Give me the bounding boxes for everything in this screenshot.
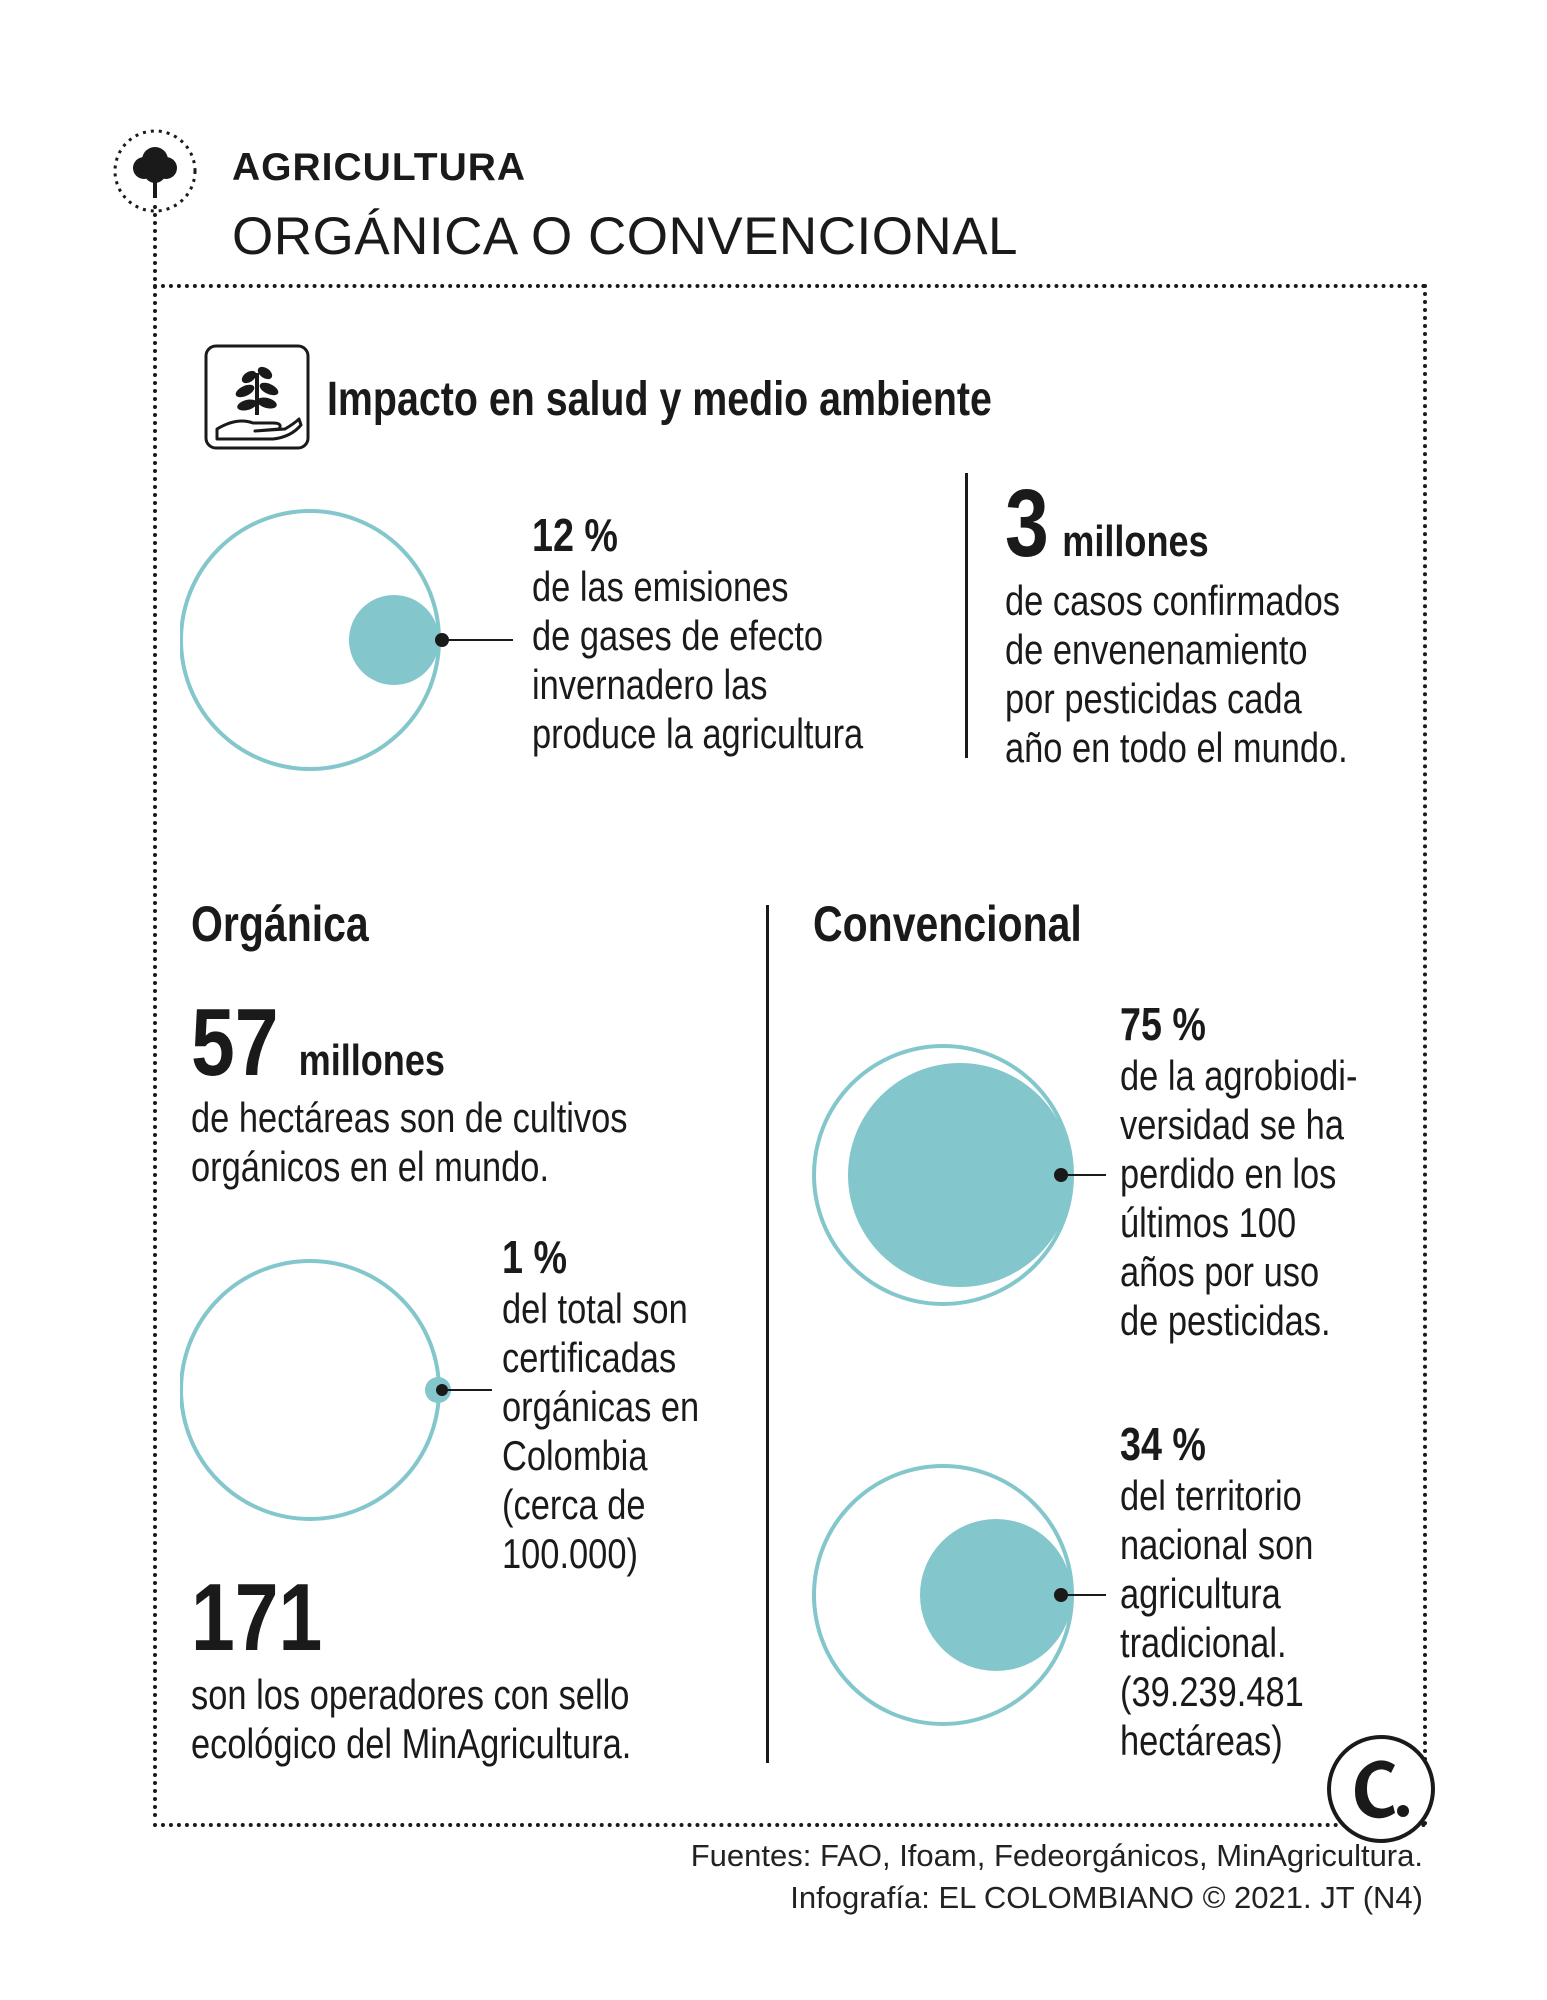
certified-stat: 1 % del total son certificadas orgánicas… bbox=[502, 1230, 699, 1578]
emissions-proportion-graphic bbox=[180, 509, 513, 771]
tree-icon bbox=[113, 129, 197, 213]
biodiversity-proportion-fill bbox=[848, 1063, 1072, 1287]
territory-text-line: agricultura bbox=[1120, 1570, 1281, 1617]
sources-line: Fuentes: FAO, Ifoam, Fedeorgánicos, MinA… bbox=[690, 1838, 1423, 1873]
biodiversity-text-line: años por uso bbox=[1120, 1248, 1320, 1295]
emissions-text-line: de las emisiones bbox=[532, 563, 789, 610]
certified-text-line: 100.000) bbox=[502, 1530, 638, 1577]
certified-text-line: (cerca de bbox=[502, 1481, 646, 1528]
poisoning-number: 3 bbox=[1005, 470, 1049, 577]
organica-section-title: Orgánica bbox=[191, 896, 369, 952]
territory-text-line: del territorio bbox=[1120, 1472, 1302, 1519]
operators-number: 171 bbox=[191, 1564, 323, 1671]
hectares-text-line: orgánicos en el mundo. bbox=[191, 1143, 550, 1190]
territory-value: 34 % bbox=[1120, 1418, 1206, 1470]
convencional-section-title: Convencional bbox=[813, 896, 1082, 952]
territory-stat: 34 % del territorio nacional son agricul… bbox=[1120, 1417, 1313, 1765]
impact-divider bbox=[965, 473, 968, 758]
poisoning-unit: millones bbox=[1062, 517, 1209, 566]
emissions-proportion-fill bbox=[349, 595, 439, 685]
territory-proportion-graphic bbox=[812, 1464, 1106, 1726]
certified-text-line: del total son bbox=[502, 1285, 688, 1332]
el-colombiano-logo bbox=[1327, 1735, 1435, 1843]
territory-proportion-fill bbox=[920, 1519, 1072, 1671]
certified-text-line: Colombia bbox=[502, 1432, 648, 1479]
emissions-text-line: de gases de efecto bbox=[532, 612, 824, 659]
emissions-stat: 12 % de las emisiones de gases de efecto… bbox=[532, 508, 863, 758]
section-kicker: AGRICULTURA bbox=[232, 146, 527, 189]
biodiversity-text-line: versidad se ha bbox=[1120, 1101, 1345, 1148]
biodiversity-text-line: de pesticidas. bbox=[1120, 1297, 1331, 1344]
poisoning-stat: 3 millones de casos confirmados de enven… bbox=[1005, 476, 1348, 772]
poisoning-text-line: año en todo el mundo. bbox=[1005, 724, 1348, 771]
hectares-text-line: de hectáreas son de cultivos bbox=[191, 1094, 628, 1141]
territory-text-line: (39.239.481 bbox=[1120, 1668, 1304, 1715]
territory-text-line: tradicional. bbox=[1120, 1619, 1287, 1666]
poisoning-text-line: por pesticidas cada bbox=[1005, 675, 1302, 722]
credit-line: Infografía: EL COLOMBIANO © 2021. JT (N4… bbox=[790, 1880, 1423, 1915]
organica-hectares-stat: 57 millones de hectáreas son de cultivos… bbox=[191, 995, 628, 1191]
hectares-unit: millones bbox=[298, 1036, 445, 1085]
columns-divider bbox=[766, 905, 769, 1763]
biodiversity-value: 75 % bbox=[1120, 998, 1206, 1050]
impact-section-title: Impacto en salud y medio ambiente bbox=[327, 373, 992, 426]
operators-text-line: ecológico del MinAgricultura. bbox=[191, 1720, 632, 1767]
biodiversity-stat: 75 % de la agrobiodi- versidad se ha per… bbox=[1120, 997, 1357, 1345]
emissions-value: 12 % bbox=[532, 509, 618, 561]
plant-in-hand-icon bbox=[204, 344, 310, 450]
biodiversity-text-line: de la agrobiodi- bbox=[1120, 1052, 1358, 1099]
biodiversity-text-line: perdido en los bbox=[1120, 1150, 1337, 1197]
certified-value: 1 % bbox=[502, 1231, 567, 1283]
emissions-text-line: invernadero las bbox=[532, 661, 768, 708]
operators-text-line: son los operadores con sello bbox=[191, 1671, 630, 1718]
poisoning-text-line: de casos confirmados bbox=[1005, 577, 1341, 624]
certified-text-line: certificadas bbox=[502, 1334, 677, 1381]
operators-stat: 171 son los operadores con sello ecológi… bbox=[191, 1570, 631, 1768]
content-frame bbox=[153, 284, 1427, 1827]
biodiversity-text-line: últimos 100 bbox=[1120, 1199, 1297, 1246]
page-title: ORGÁNICA O CONVENCIONAL bbox=[232, 207, 1019, 266]
poisoning-text-line: de envenenamiento bbox=[1005, 626, 1308, 673]
certified-proportion-graphic bbox=[180, 1259, 492, 1521]
territory-text-line: nacional son bbox=[1120, 1521, 1314, 1568]
territory-text-line: hectáreas) bbox=[1120, 1717, 1283, 1764]
frame-left-border bbox=[153, 205, 157, 1819]
biodiversity-proportion-graphic bbox=[812, 1044, 1106, 1306]
emissions-text-line: produce la agricultura bbox=[532, 710, 864, 757]
hectares-number: 57 bbox=[191, 989, 279, 1096]
certified-text-line: orgánicas en bbox=[502, 1383, 700, 1430]
